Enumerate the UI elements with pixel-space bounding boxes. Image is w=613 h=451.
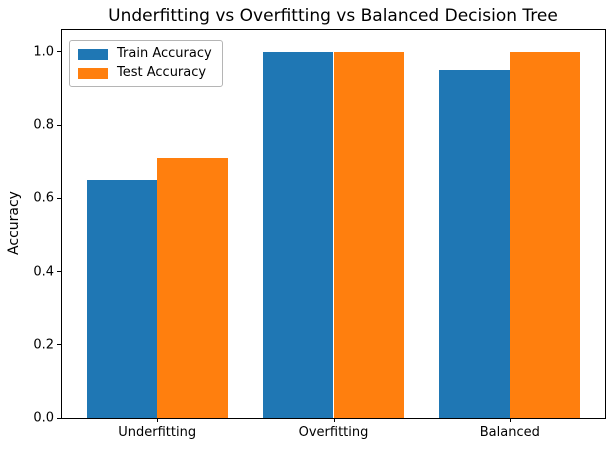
- bar-balanced-test: [509, 51, 581, 418]
- y-axis-label: Accuracy: [6, 191, 22, 255]
- legend-row: Test Accuracy: [78, 66, 212, 80]
- y-tick-mark: [57, 51, 61, 53]
- legend-row: Train Accuracy: [78, 47, 212, 61]
- y-tick-label: 0.0: [33, 410, 54, 426]
- y-tick-mark: [57, 344, 61, 346]
- y-tick-label: 0.8: [33, 117, 54, 133]
- y-tick-mark: [57, 124, 61, 126]
- y-tick-mark: [57, 417, 61, 419]
- bar-underfitting-test: [157, 158, 228, 418]
- y-tick-mark: [57, 197, 61, 199]
- x-tick-mark: [509, 418, 511, 422]
- x-tick-mark: [333, 418, 335, 422]
- legend-label: Train Accuracy: [117, 46, 212, 61]
- plot-area: 0.0 0.2 0.4 0.6 0.8 1.0 Underfitting Overfitti…: [33, 29, 606, 440]
- y-tick-label: 0.4: [33, 264, 54, 280]
- legend-swatch-icon: [78, 67, 108, 79]
- bar-balanced-train: [439, 70, 510, 418]
- y-tick-mark: [57, 271, 61, 273]
- y-tick-label: 0.6: [33, 190, 54, 206]
- legend-label: Test Accuracy: [117, 65, 207, 80]
- chart-title: Underfitting vs Overfitting vs Balanced …: [108, 6, 558, 26]
- legend: Train Accuracy Test Accuracy: [69, 40, 223, 87]
- x-tick-mark: [157, 418, 159, 422]
- x-tick-label: Overfitting: [298, 425, 369, 440]
- x-tick-label: Balanced: [479, 425, 540, 440]
- y-tick-label: 1.0: [33, 44, 54, 60]
- x-tick-label: Underfitting: [118, 425, 197, 440]
- legend-swatch-icon: [78, 48, 108, 60]
- bar-underfitting-train: [86, 180, 158, 418]
- bar-overfitting-train: [262, 51, 334, 418]
- y-tick-label: 0.2: [33, 337, 54, 353]
- bar-overfitting-test: [333, 51, 405, 418]
